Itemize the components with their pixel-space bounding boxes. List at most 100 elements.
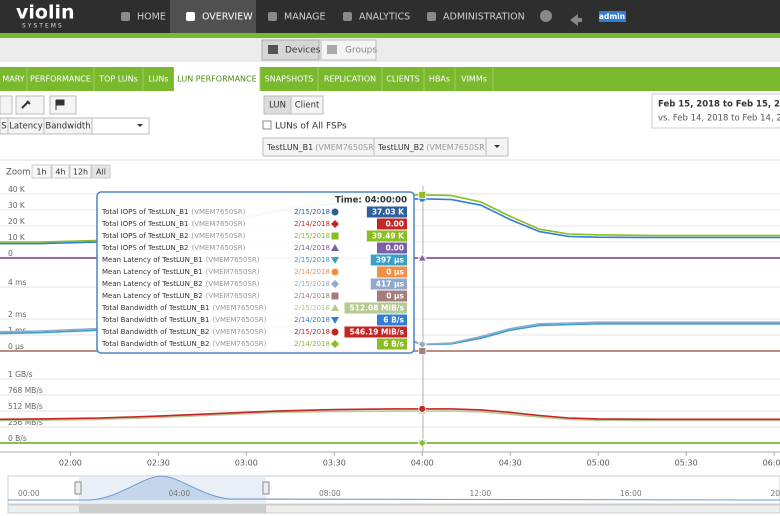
navigator-label: 08:00 [319, 489, 341, 498]
zoom-button-label[interactable]: 1h [36, 168, 46, 177]
groups-label[interactable]: Groups [345, 46, 377, 56]
nav-icon[interactable] [121, 12, 130, 21]
tooltip-date: 2/15/2018 [294, 280, 330, 288]
wrench-icon [21, 100, 31, 109]
tab[interactable]: REPLICATION [324, 75, 376, 84]
tab[interactable]: HBAs [429, 75, 450, 84]
marker [331, 280, 339, 288]
tooltip-label: Total IOPS of TestLUN_B1 [101, 220, 188, 228]
x-tick-label: 05:30 [675, 459, 698, 468]
tooltip-value: 39.49 K [372, 232, 405, 241]
tooltip-label: Total Bandwidth of TestLUN_B1 [101, 316, 210, 324]
tooltip-value: 512.08 MiB/s [349, 304, 404, 313]
marker [331, 244, 339, 251]
tooltip-value: 0 µs [386, 292, 404, 301]
zoom-button-label[interactable]: 12h [73, 168, 88, 177]
zoom-button[interactable] [69, 164, 92, 179]
tooltip-value-box [366, 206, 407, 218]
tab[interactable]: TOP LUNs [98, 75, 138, 84]
tooltip-device: (VMEM7650SR) [206, 268, 260, 276]
scrollbar-thumb[interactable] [79, 505, 266, 513]
scope-label[interactable]: LUN [269, 101, 286, 111]
navigator-handle[interactable] [262, 481, 270, 495]
date-range[interactable]: Feb 15, 2018 to Feb 15, 2018 [658, 100, 780, 110]
caret [494, 145, 500, 148]
flag-icon [55, 99, 65, 110]
zoom-button[interactable] [51, 164, 70, 179]
y-tick-label: 4 ms [8, 278, 26, 287]
user-badge[interactable] [599, 11, 626, 22]
user[interactable]: admin [599, 12, 625, 21]
tooltip-date: 2/15/2018 [294, 304, 330, 312]
y-tick-label: 40 K [8, 185, 26, 194]
subnav-bar [0, 38, 780, 62]
nav-icon[interactable] [427, 12, 436, 21]
tab[interactable]: PERFORMANCE [30, 75, 91, 84]
tooltip-value: 6 B/s [383, 340, 404, 349]
lun-chip-text[interactable]: TestLUN_B2 (VMEM7650SR) [377, 143, 488, 152]
zoom-button-label[interactable]: All [96, 168, 106, 177]
y-tick-label: 256 MB/s [8, 418, 43, 427]
navigator-label: 04:00 [169, 489, 191, 498]
navigator-label: 20:00 [771, 489, 780, 498]
tab[interactable]: LUN PERFORMANCE [177, 75, 256, 84]
tool-dropdown[interactable] [15, 95, 45, 115]
series-line [0, 408, 780, 421]
devices-label[interactable]: Devices [285, 46, 321, 56]
tab[interactable]: LUNs [148, 75, 168, 84]
tab-active[interactable] [174, 67, 260, 91]
zoom-button[interactable] [31, 164, 52, 179]
nav-item[interactable]: HOME [137, 12, 166, 23]
nav-item[interactable]: OVERVIEW [202, 12, 253, 23]
nav-icon[interactable] [343, 12, 352, 21]
y-tick-label: 30 K [8, 201, 26, 210]
metric-label[interactable]: Bandwidth [45, 122, 90, 132]
logo: violin [16, 2, 75, 24]
logout-icon[interactable] [570, 14, 582, 26]
nav-item[interactable]: ADMINISTRATION [443, 12, 525, 23]
marker [418, 404, 427, 413]
metric-label[interactable]: S [1, 122, 6, 132]
compare-range[interactable]: vs. Feb 14, 2018 to Feb 14, 2018 [658, 114, 780, 124]
lun-chip-text[interactable]: TestLUN_B1 (VMEM7650SR) [266, 143, 377, 152]
tooltip-value: 6 B/s [383, 316, 404, 325]
metric-select[interactable] [91, 117, 150, 135]
scope-label[interactable]: Client [295, 101, 320, 111]
tooltip-value: 397 µs [376, 256, 405, 265]
zoom-button[interactable] [91, 164, 111, 179]
tab[interactable]: MARY [2, 75, 24, 84]
nav-icon[interactable] [186, 12, 195, 21]
caret [137, 124, 143, 127]
scrollbar[interactable] [7, 504, 780, 514]
navigator-handle[interactable] [74, 481, 82, 495]
tooltip-device: (VMEM7650SR) [213, 340, 267, 348]
zoom-button-label[interactable]: 4h [55, 168, 65, 177]
tab[interactable]: CLIENTS [386, 75, 419, 84]
x-tick-label: 04:00 [411, 459, 434, 468]
marker [331, 208, 339, 216]
tooltip-device: (VMEM7650SR) [206, 280, 260, 288]
scope-button[interactable] [290, 95, 324, 115]
nav-item[interactable]: MANAGE [284, 12, 326, 23]
tab[interactable]: SNAPSHOTS [265, 75, 314, 84]
help-icon[interactable] [540, 10, 552, 22]
tab[interactable]: VIMMs [461, 75, 487, 84]
x-tick-label: 03:30 [323, 459, 346, 468]
y-tick-label: 768 MB/s [8, 386, 43, 395]
dropdown[interactable] [0, 95, 13, 115]
y-tick-label: 0 B/s [8, 434, 27, 443]
tooltip-device: (VMEM7650SR) [191, 208, 245, 216]
marker [417, 253, 427, 262]
date-box[interactable] [651, 93, 780, 129]
navigator-label: 16:00 [620, 489, 642, 498]
marker [331, 304, 339, 311]
checkbox-label[interactable]: LUNs of All FSPs [275, 122, 347, 132]
logo-sub: SYSTEMS [22, 23, 64, 30]
metric-label[interactable]: Latency [9, 122, 43, 132]
tooltip-date: 2/14/2018 [294, 244, 330, 252]
nav-icon[interactable] [268, 12, 277, 21]
navigator-label: 12:00 [470, 489, 492, 498]
checkbox[interactable] [262, 120, 272, 130]
nav-item[interactable]: ANALYTICS [359, 12, 410, 23]
